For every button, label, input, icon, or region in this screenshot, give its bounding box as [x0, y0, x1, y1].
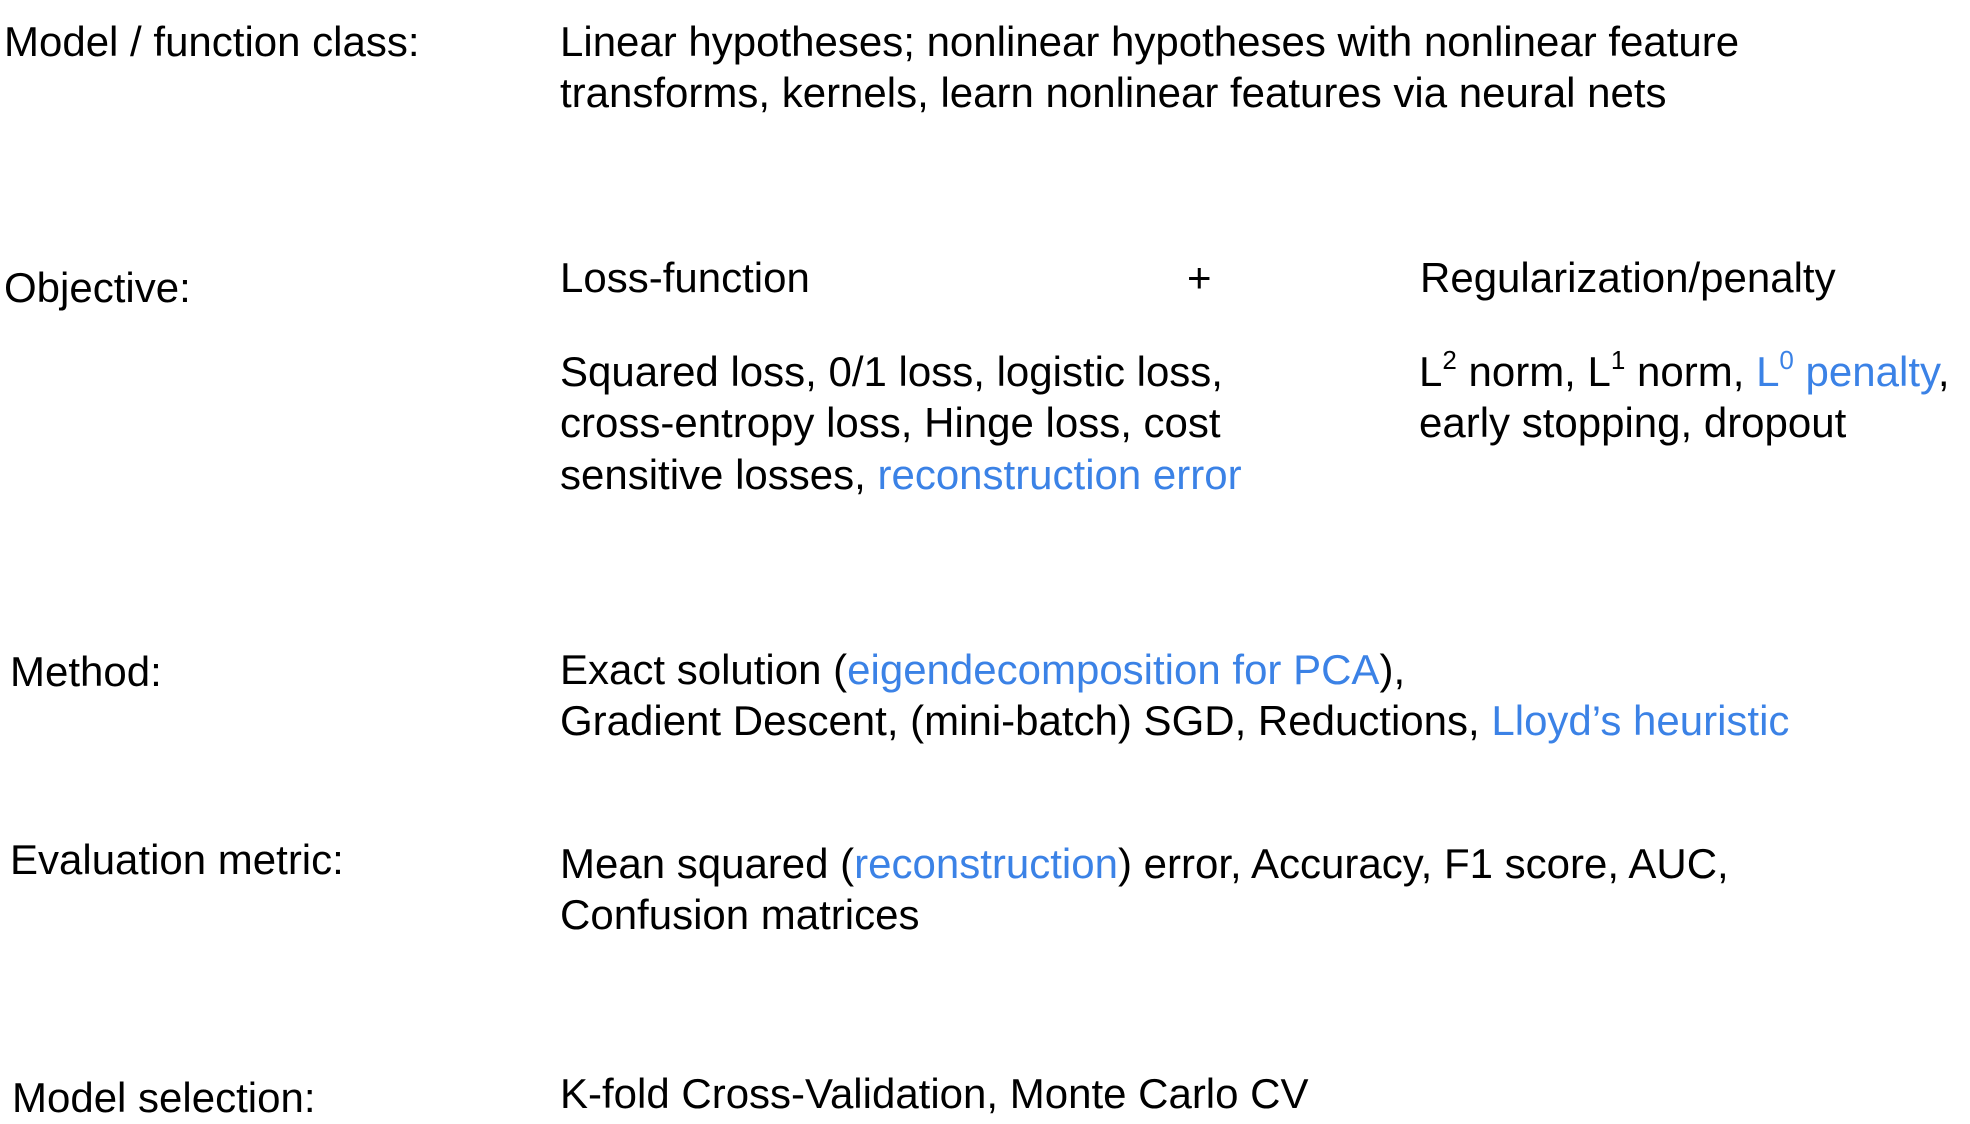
- model-selection-label: Model selection:: [12, 1074, 316, 1121]
- loss-list-line-2: cross-entropy loss, Hinge loss, cost: [560, 399, 1221, 446]
- model-selection-line-1: K-fold Cross-Validation, Monte Carlo CV: [560, 1070, 1309, 1117]
- lloyds-heuristic-highlight: Lloyd’s heuristic: [1491, 697, 1790, 744]
- evaluation-metric-label: Evaluation metric:: [10, 836, 344, 883]
- loss-list-line-3: sensitive losses, reconstruction error: [560, 449, 1242, 500]
- method-line-1-text-a: Exact solution (: [560, 646, 848, 693]
- evaluation-line-1-text-b: ) error, Accuracy, F1 score, AUC,: [1117, 840, 1729, 887]
- evaluation-line-2: Confusion matrices: [560, 891, 920, 938]
- model-class-label: Model / function class:: [4, 18, 420, 65]
- objective-label: Objective:: [4, 264, 191, 311]
- model-class-line-1: Linear hypotheses; nonlinear hypotheses …: [560, 18, 1740, 65]
- reg-mid-text: norm, L: [1456, 348, 1611, 395]
- plus-sign: +: [1187, 254, 1212, 301]
- regularization-heading: Regularization/penalty: [1420, 254, 1836, 301]
- method-line-1-text-b: ),: [1379, 646, 1406, 693]
- reg-after-text: norm,: [1625, 348, 1757, 395]
- method-label: Method:: [10, 648, 162, 695]
- regularization-list-line-1: L2 norm, L1 norm, L0 penalty,: [1419, 346, 1950, 397]
- method-line-1: Exact solution (eigendecomposition for P…: [560, 644, 1405, 695]
- eigendecomposition-highlight: eigendecomposition for PCA: [847, 646, 1380, 693]
- regularization-list-line-2: early stopping, dropout: [1419, 399, 1847, 446]
- reg-sup-2: 2: [1442, 345, 1457, 375]
- reg-l-text: L: [1419, 348, 1443, 395]
- reg-hl-penalty: penalty: [1793, 348, 1938, 395]
- reconstruction-error-highlight: reconstruction error: [877, 451, 1242, 498]
- method-line-2-text: Gradient Descent, (mini-batch) SGD, Redu…: [560, 697, 1492, 744]
- evaluation-line-1-text-a: Mean squared (: [560, 840, 855, 887]
- model-class-line-2: transforms, kernels, learn nonlinear fea…: [560, 69, 1667, 116]
- reg-comma: ,: [1937, 348, 1950, 395]
- reg-sup-1: 1: [1610, 345, 1626, 375]
- evaluation-line-1: Mean squared (reconstruction) error, Acc…: [560, 838, 1729, 889]
- method-line-2: Gradient Descent, (mini-batch) SGD, Redu…: [560, 695, 1789, 746]
- reg-sup-0: 0: [1779, 345, 1794, 375]
- loss-list-line-3-text: sensitive losses,: [560, 451, 878, 498]
- loss-list-line-1: Squared loss, 0/1 loss, logistic loss,: [560, 348, 1223, 395]
- l0-penalty-highlight: L0 penalty: [1756, 345, 1938, 395]
- reconstruction-highlight: reconstruction: [854, 840, 1118, 887]
- reg-hl-l: L: [1756, 348, 1780, 395]
- loss-function-heading: Loss-function: [560, 254, 810, 301]
